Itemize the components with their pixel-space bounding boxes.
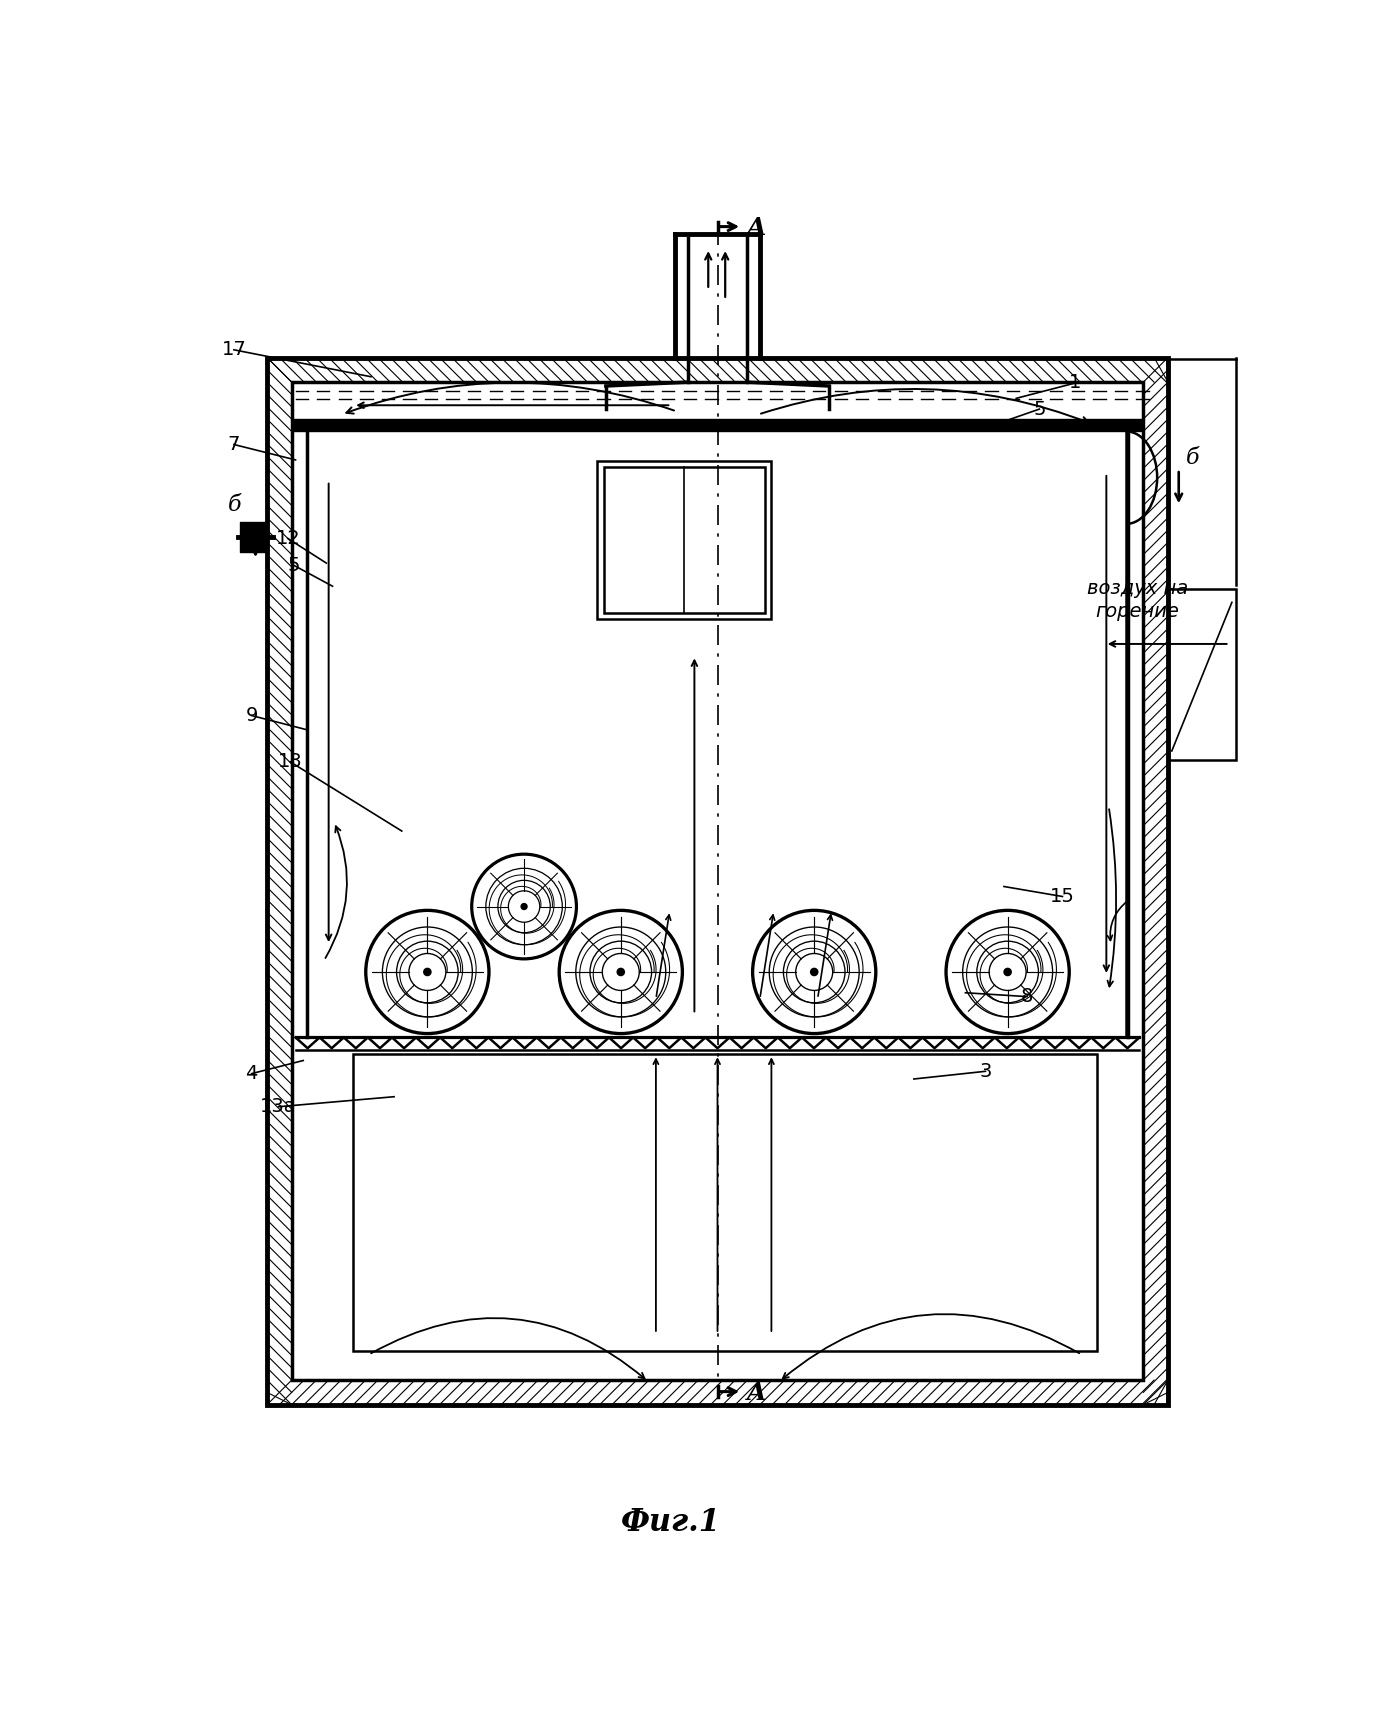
Text: 17: 17 [221, 340, 246, 359]
Text: 5: 5 [1033, 399, 1046, 418]
Text: 4: 4 [245, 1064, 258, 1083]
Text: 5: 5 [288, 556, 300, 575]
Text: A: A [746, 216, 766, 240]
Text: б: б [228, 494, 242, 515]
Text: 1: 1 [1070, 373, 1082, 392]
Text: A: A [746, 1381, 766, 1405]
Text: Фиг.1: Фиг.1 [622, 1507, 721, 1538]
Circle shape [1004, 968, 1012, 976]
Text: 8: 8 [1021, 987, 1033, 1006]
Text: б: б [1186, 446, 1200, 468]
Circle shape [616, 968, 624, 976]
Text: 13: 13 [277, 752, 302, 771]
Circle shape [521, 902, 528, 911]
Circle shape [423, 968, 431, 976]
Text: 15: 15 [1050, 886, 1075, 905]
Text: 12: 12 [276, 529, 300, 548]
Text: 7: 7 [228, 435, 241, 454]
Text: 13а: 13а [260, 1097, 297, 1116]
Text: 9: 9 [245, 707, 258, 726]
Text: 3: 3 [979, 1061, 991, 1080]
Circle shape [809, 968, 819, 976]
Text: воздух на
горение: воздух на горение [1086, 579, 1187, 620]
